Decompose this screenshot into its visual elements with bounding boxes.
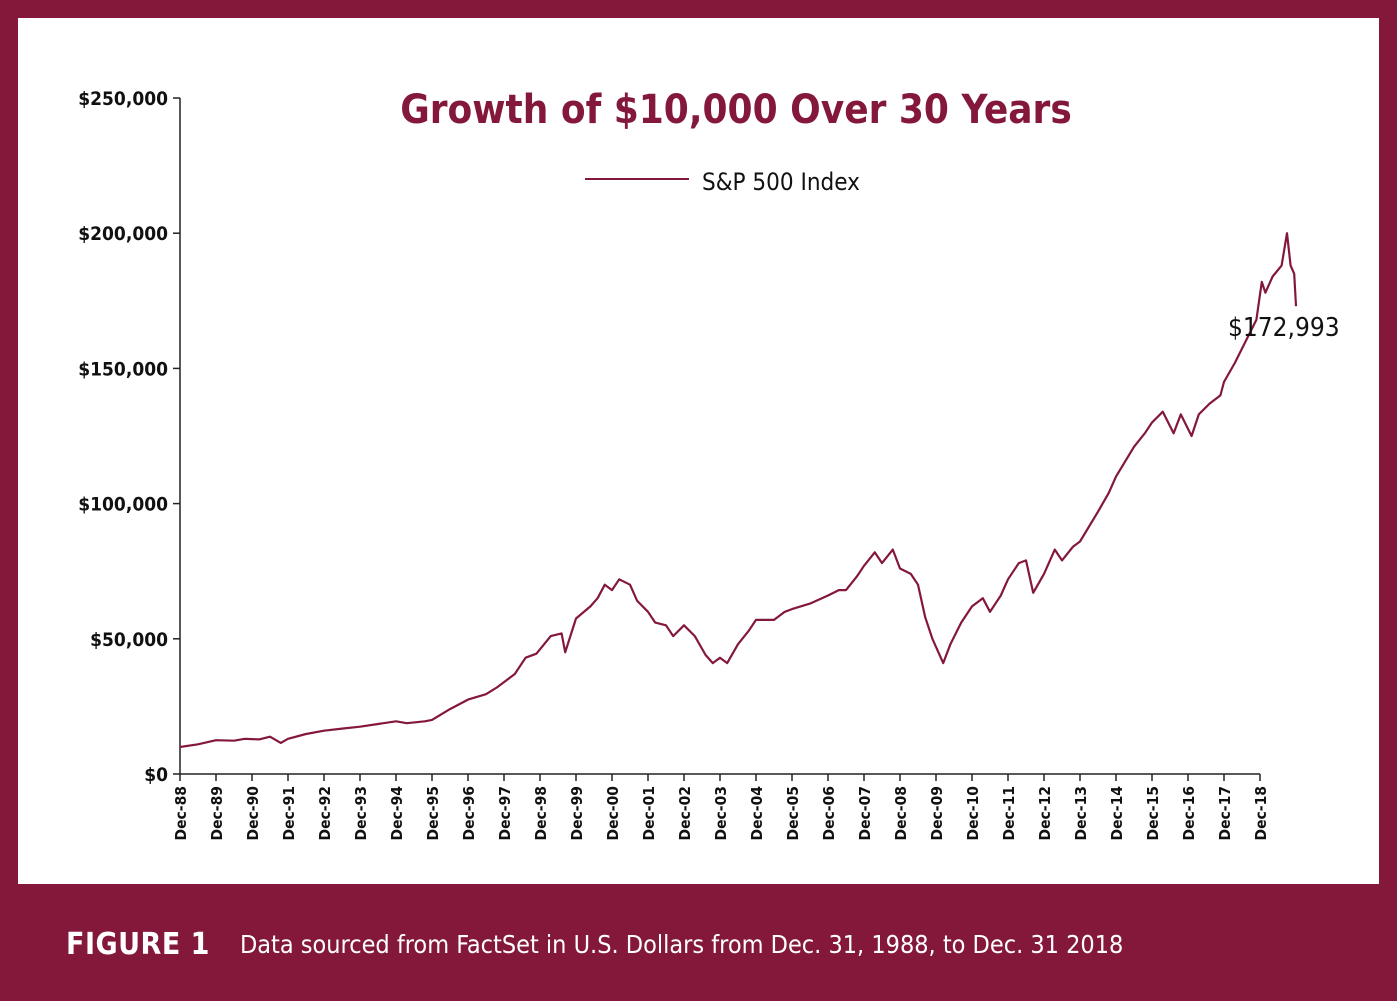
x-tick-label: Dec-14 bbox=[1108, 786, 1126, 841]
figure-source-text: Data sourced from FactSet in U.S. Dollar… bbox=[239, 929, 1124, 959]
x-tick-label: Dec-10 bbox=[964, 786, 982, 841]
x-tick-label: Dec-03 bbox=[712, 786, 730, 841]
legend-label: S&P 500 Index bbox=[702, 168, 860, 196]
y-tick-label: $0 bbox=[144, 764, 168, 786]
x-tick-label: Dec-08 bbox=[892, 786, 910, 841]
x-tick-label: Dec-15 bbox=[1144, 786, 1162, 841]
series-line-sp500 bbox=[179, 232, 1298, 749]
end-value-label: $172,993 bbox=[1228, 313, 1340, 343]
x-tick-label: Dec-88 bbox=[172, 786, 190, 841]
x-tick-label: Dec-90 bbox=[244, 786, 262, 841]
x-tick-label: Dec-99 bbox=[568, 786, 586, 841]
x-tick-label: Dec-93 bbox=[352, 786, 370, 841]
x-tick-label: Dec-00 bbox=[604, 786, 622, 841]
x-tick-label: Dec-94 bbox=[388, 786, 406, 841]
x-tick-label: Dec-89 bbox=[208, 786, 226, 841]
axes bbox=[179, 98, 1260, 775]
y-tick-label: $100,000 bbox=[78, 494, 168, 516]
figure-label: FIGURE 1 bbox=[66, 926, 210, 962]
x-tick-label: Dec-98 bbox=[532, 786, 550, 841]
line-chart: Growth of $10,000 Over 30 Years S&P 500 … bbox=[78, 87, 1340, 841]
y-tick-label: $50,000 bbox=[90, 629, 168, 651]
y-axis-ticks: $0 $50,000 $100,000 $150,000 $200,000 $250,00… bbox=[78, 88, 180, 786]
x-tick-label: Dec-06 bbox=[820, 786, 838, 841]
y-tick-label: $200,000 bbox=[78, 223, 168, 245]
x-axis-ticks: Dec-88 Dec-89 Dec-90 Dec-91 Dec-92 Dec-93 Dec-… bbox=[172, 774, 1270, 841]
x-tick-label: Dec-17 bbox=[1216, 786, 1234, 841]
x-tick-label: Dec-01 bbox=[640, 786, 658, 841]
x-tick-label: Dec-96 bbox=[460, 786, 478, 841]
x-tick-label: Dec-11 bbox=[1000, 786, 1018, 841]
x-tick-label: Dec-91 bbox=[280, 786, 298, 841]
x-tick-label: Dec-02 bbox=[676, 786, 694, 841]
annotations: $172,993 bbox=[1228, 313, 1340, 343]
chart-title: Growth of $10,000 Over 30 Years bbox=[400, 87, 1072, 133]
x-tick-label: Dec-16 bbox=[1180, 786, 1198, 841]
x-tick-label: Dec-12 bbox=[1036, 786, 1054, 841]
x-tick-label: Dec-13 bbox=[1072, 786, 1090, 841]
x-tick-label: Dec-04 bbox=[748, 786, 766, 841]
y-tick-label: $250,000 bbox=[78, 88, 168, 110]
x-tick-label: Dec-05 bbox=[784, 786, 802, 841]
series-group bbox=[179, 232, 1298, 749]
chart-panel: Growth of $10,000 Over 30 Years S&P 500 … bbox=[18, 18, 1379, 884]
x-tick-label: Dec-07 bbox=[856, 786, 874, 841]
legend: S&P 500 Index bbox=[585, 168, 860, 196]
figure-caption: FIGURE 1 Data sourced from FactSet in U.… bbox=[66, 922, 1123, 966]
x-tick-label: Dec-97 bbox=[496, 786, 514, 841]
x-tick-label: Dec-92 bbox=[316, 786, 334, 841]
y-tick-label: $150,000 bbox=[78, 358, 168, 380]
x-tick-label: Dec-09 bbox=[928, 786, 946, 841]
x-tick-label: Dec-18 bbox=[1252, 786, 1270, 841]
x-tick-label: Dec-95 bbox=[424, 786, 442, 841]
